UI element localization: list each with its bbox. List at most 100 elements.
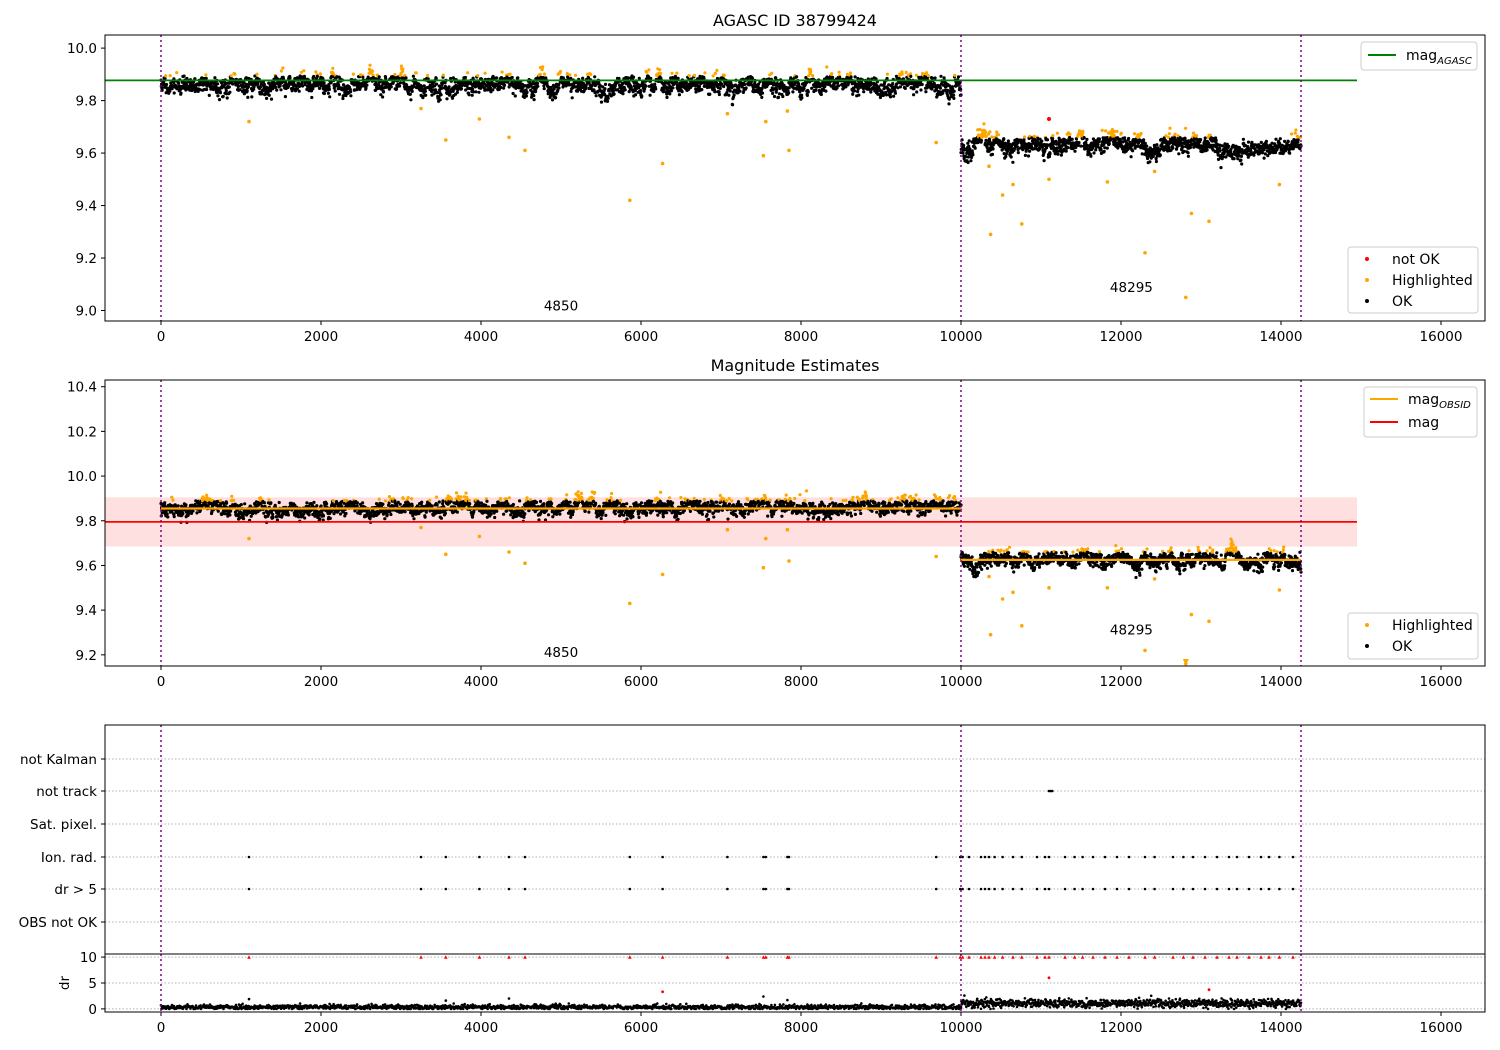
highlighted-point xyxy=(426,73,430,78)
ok-point xyxy=(420,500,424,504)
highlighted-point xyxy=(466,71,470,75)
highlighted-point xyxy=(568,73,572,77)
ok-point xyxy=(727,93,731,97)
ok-point xyxy=(389,85,393,89)
ok-point xyxy=(617,76,621,81)
ok-point xyxy=(398,502,402,506)
ok-point xyxy=(269,89,273,93)
highlighted-point xyxy=(377,497,381,501)
ok-point xyxy=(1274,137,1278,141)
ok-point xyxy=(493,515,497,520)
ok-point xyxy=(677,93,682,97)
ok-point xyxy=(345,87,349,91)
highlighted-point xyxy=(476,74,480,78)
ok-point xyxy=(634,93,638,97)
ok-point xyxy=(1051,136,1055,141)
highlighted-point xyxy=(1055,131,1059,135)
ok-point xyxy=(909,74,913,78)
ok-point xyxy=(176,81,181,85)
highlighted-point xyxy=(1143,251,1147,255)
ok-point xyxy=(439,516,443,520)
y-tick-label: 9.4 xyxy=(76,199,97,215)
ok-point xyxy=(530,95,534,99)
ok-point xyxy=(973,146,977,150)
ok-point xyxy=(649,76,653,80)
ok-point xyxy=(1218,146,1222,150)
highlighted-point xyxy=(247,119,251,124)
ok-point xyxy=(652,89,656,94)
ok-point xyxy=(1079,144,1083,148)
ok-point xyxy=(179,91,183,95)
ok-point xyxy=(1155,143,1159,147)
ok-point xyxy=(238,88,242,92)
highlighted-point xyxy=(713,71,718,75)
ok-point xyxy=(262,501,266,505)
highlighted-point xyxy=(703,71,707,75)
ok-point xyxy=(853,75,857,79)
ok-point xyxy=(675,83,680,87)
highlighted-point xyxy=(1168,126,1172,130)
ok-point xyxy=(1002,137,1006,141)
highlighted-point xyxy=(1022,135,1027,139)
highlighted-point xyxy=(233,72,237,76)
ok-point xyxy=(172,515,176,519)
ok-point xyxy=(1151,154,1155,158)
ok-point xyxy=(288,76,292,80)
ok-point xyxy=(1240,162,1244,166)
ok-point xyxy=(1056,152,1060,156)
ok-point xyxy=(1241,137,1245,141)
legend-mag-agasc-text: mag xyxy=(1406,48,1437,64)
ok-point xyxy=(398,81,403,85)
highlighted-point xyxy=(1047,177,1051,182)
ok-point xyxy=(1016,151,1020,155)
highlighted-point xyxy=(885,72,890,76)
highlighted-point xyxy=(164,74,168,78)
ok-point xyxy=(355,501,359,505)
ok-point xyxy=(1105,146,1109,150)
ok-point xyxy=(718,86,722,90)
highlighted-point xyxy=(764,119,768,124)
ok-point xyxy=(1260,151,1264,155)
highlighted-point xyxy=(393,72,397,77)
ok-point xyxy=(545,82,549,86)
ok-point xyxy=(273,85,278,89)
highlighted-point xyxy=(900,72,904,76)
ok-point xyxy=(470,87,475,91)
ok-point xyxy=(979,138,984,143)
highlighted-point xyxy=(279,69,283,73)
highlighted-point xyxy=(387,495,391,499)
ok-point xyxy=(939,74,943,78)
highlighted-point xyxy=(1139,131,1143,136)
ok-point xyxy=(327,87,331,91)
ok-point xyxy=(1237,146,1242,150)
ok-point xyxy=(494,76,499,80)
ok-point xyxy=(627,80,631,84)
ok-point xyxy=(236,84,240,89)
ok-point xyxy=(719,82,724,86)
ok-point xyxy=(1047,154,1052,159)
legend-highlighted-label: Highlighted xyxy=(1392,273,1473,289)
ok-point xyxy=(702,76,706,80)
ok-point xyxy=(1199,138,1203,142)
ok-point xyxy=(423,89,427,93)
ok-point xyxy=(725,91,729,95)
ok-point xyxy=(767,81,772,86)
ok-point xyxy=(449,76,453,81)
ok-point xyxy=(947,97,951,101)
highlighted-point xyxy=(171,498,175,502)
highlighted-point xyxy=(924,71,929,75)
ok-point xyxy=(164,82,169,87)
ok-point xyxy=(379,93,383,97)
ok-point xyxy=(277,500,281,505)
ok-point xyxy=(1232,157,1236,161)
highlighted-point xyxy=(715,68,719,72)
ok-point xyxy=(303,516,307,520)
highlighted-point xyxy=(660,161,665,166)
ok-point xyxy=(694,90,698,94)
ok-point xyxy=(536,84,540,88)
ok-point xyxy=(819,92,823,97)
ok-point xyxy=(361,75,365,79)
ok-point xyxy=(499,85,503,90)
ok-point xyxy=(791,90,795,94)
ok-point xyxy=(221,94,225,99)
